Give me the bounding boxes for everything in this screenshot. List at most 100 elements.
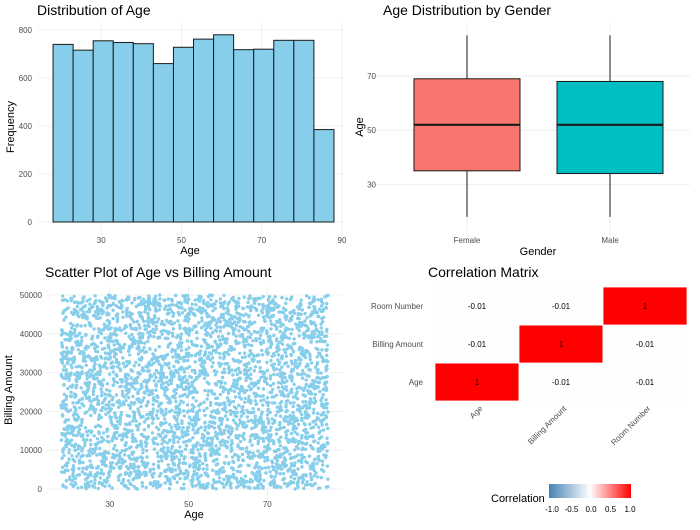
scatter-point bbox=[220, 362, 224, 366]
scatter-point bbox=[214, 329, 219, 333]
scatter-point bbox=[128, 323, 132, 327]
scatter-point bbox=[199, 473, 203, 478]
scatter-point bbox=[146, 400, 150, 405]
scatter-point bbox=[194, 324, 198, 328]
scatter-point bbox=[255, 461, 259, 465]
scatter-point bbox=[320, 459, 325, 463]
scatter-point bbox=[181, 400, 185, 404]
scatter-point bbox=[199, 344, 204, 348]
scatter-point bbox=[107, 451, 111, 455]
scatter-point bbox=[114, 393, 119, 397]
scatter-point bbox=[139, 404, 143, 409]
scatter-point bbox=[290, 327, 294, 332]
scatter-point bbox=[115, 430, 119, 435]
scatter-point bbox=[150, 317, 155, 322]
scatter-point bbox=[134, 472, 139, 477]
scatter-point bbox=[191, 396, 195, 400]
scatter-point bbox=[246, 324, 251, 328]
scatter-point bbox=[319, 371, 323, 375]
scatter-point bbox=[321, 463, 325, 467]
scatter-point bbox=[230, 368, 234, 372]
scatter-point bbox=[83, 304, 88, 308]
scatter-point bbox=[72, 300, 77, 304]
scatter-point bbox=[248, 486, 252, 490]
scatter-point bbox=[68, 475, 72, 479]
scatter-point bbox=[256, 435, 260, 439]
scatter-point bbox=[131, 419, 135, 423]
scatter-point bbox=[316, 441, 320, 445]
scatter-point bbox=[217, 411, 221, 415]
scatter-point bbox=[323, 455, 328, 460]
scatter-point bbox=[129, 445, 133, 449]
scatter-point bbox=[308, 368, 312, 372]
scatter-point bbox=[146, 461, 150, 465]
scatter-point bbox=[157, 474, 162, 478]
scatter-point bbox=[277, 348, 281, 352]
scatter-point bbox=[90, 465, 95, 470]
scatter-point bbox=[307, 296, 311, 300]
scatter-point bbox=[112, 446, 116, 451]
scatter-point bbox=[93, 478, 97, 482]
scatter-point bbox=[219, 420, 224, 424]
scatter-point bbox=[143, 324, 147, 328]
scatter-point bbox=[276, 427, 280, 432]
scatter-point bbox=[64, 372, 68, 377]
scatter-point bbox=[120, 298, 124, 303]
scatter-point bbox=[192, 472, 196, 477]
scatter-point bbox=[284, 301, 288, 306]
scatter-point bbox=[321, 359, 325, 363]
scatter-point bbox=[150, 431, 155, 435]
scatter-point bbox=[315, 418, 319, 422]
scatter-point bbox=[77, 427, 82, 432]
scatter-point bbox=[158, 304, 162, 308]
scatter-point bbox=[286, 415, 290, 419]
scatter-point bbox=[217, 351, 222, 356]
scatter-point bbox=[75, 383, 79, 388]
scatter-point bbox=[199, 446, 204, 451]
scatter-point bbox=[183, 308, 187, 312]
scatter-point bbox=[193, 414, 198, 418]
scatter-point bbox=[311, 447, 315, 451]
scatter-point bbox=[303, 423, 307, 427]
scatter-point bbox=[146, 339, 150, 343]
scatter-point bbox=[173, 348, 177, 353]
scatter-point bbox=[115, 380, 120, 385]
scatter-point bbox=[136, 428, 140, 432]
scatter-point bbox=[201, 309, 205, 313]
scatter-point bbox=[258, 455, 262, 459]
scatter-point bbox=[161, 371, 165, 376]
scatter-point bbox=[313, 332, 317, 336]
scatter-point bbox=[280, 378, 284, 382]
scatter-point bbox=[150, 374, 154, 378]
scatter-point bbox=[92, 367, 96, 371]
scatter-point bbox=[245, 339, 249, 343]
scatter-point bbox=[103, 336, 107, 340]
scatter-point bbox=[186, 381, 190, 386]
scatter-point bbox=[203, 452, 207, 456]
scatter-point bbox=[272, 333, 276, 338]
scatter-point bbox=[231, 466, 235, 471]
scatter-point bbox=[138, 350, 142, 354]
scatter-point bbox=[232, 405, 237, 409]
scatter-point bbox=[60, 456, 64, 460]
scatter-point bbox=[222, 431, 226, 435]
scatter-point bbox=[177, 377, 181, 381]
histogram-panel: Distribution of Age 30 50 70 90020040060080… bbox=[5, 2, 347, 257]
scatter-point bbox=[295, 483, 300, 487]
scatter-point bbox=[120, 437, 125, 441]
scatter-point bbox=[147, 333, 152, 337]
scatter-point bbox=[170, 408, 174, 412]
y-tick-label: 30000 bbox=[20, 369, 43, 378]
scatter-point bbox=[216, 472, 221, 476]
scatter-point bbox=[226, 331, 231, 336]
scatter-point bbox=[276, 353, 281, 357]
scatter-point bbox=[124, 464, 129, 469]
scatter-point bbox=[111, 370, 116, 374]
scatter-point bbox=[177, 425, 181, 430]
scatter-point bbox=[90, 337, 94, 341]
scatter-point bbox=[299, 358, 303, 362]
scatter-point bbox=[221, 301, 226, 305]
scatter-point bbox=[71, 323, 75, 327]
scatter-point bbox=[256, 379, 261, 383]
scatter-point bbox=[312, 469, 317, 473]
